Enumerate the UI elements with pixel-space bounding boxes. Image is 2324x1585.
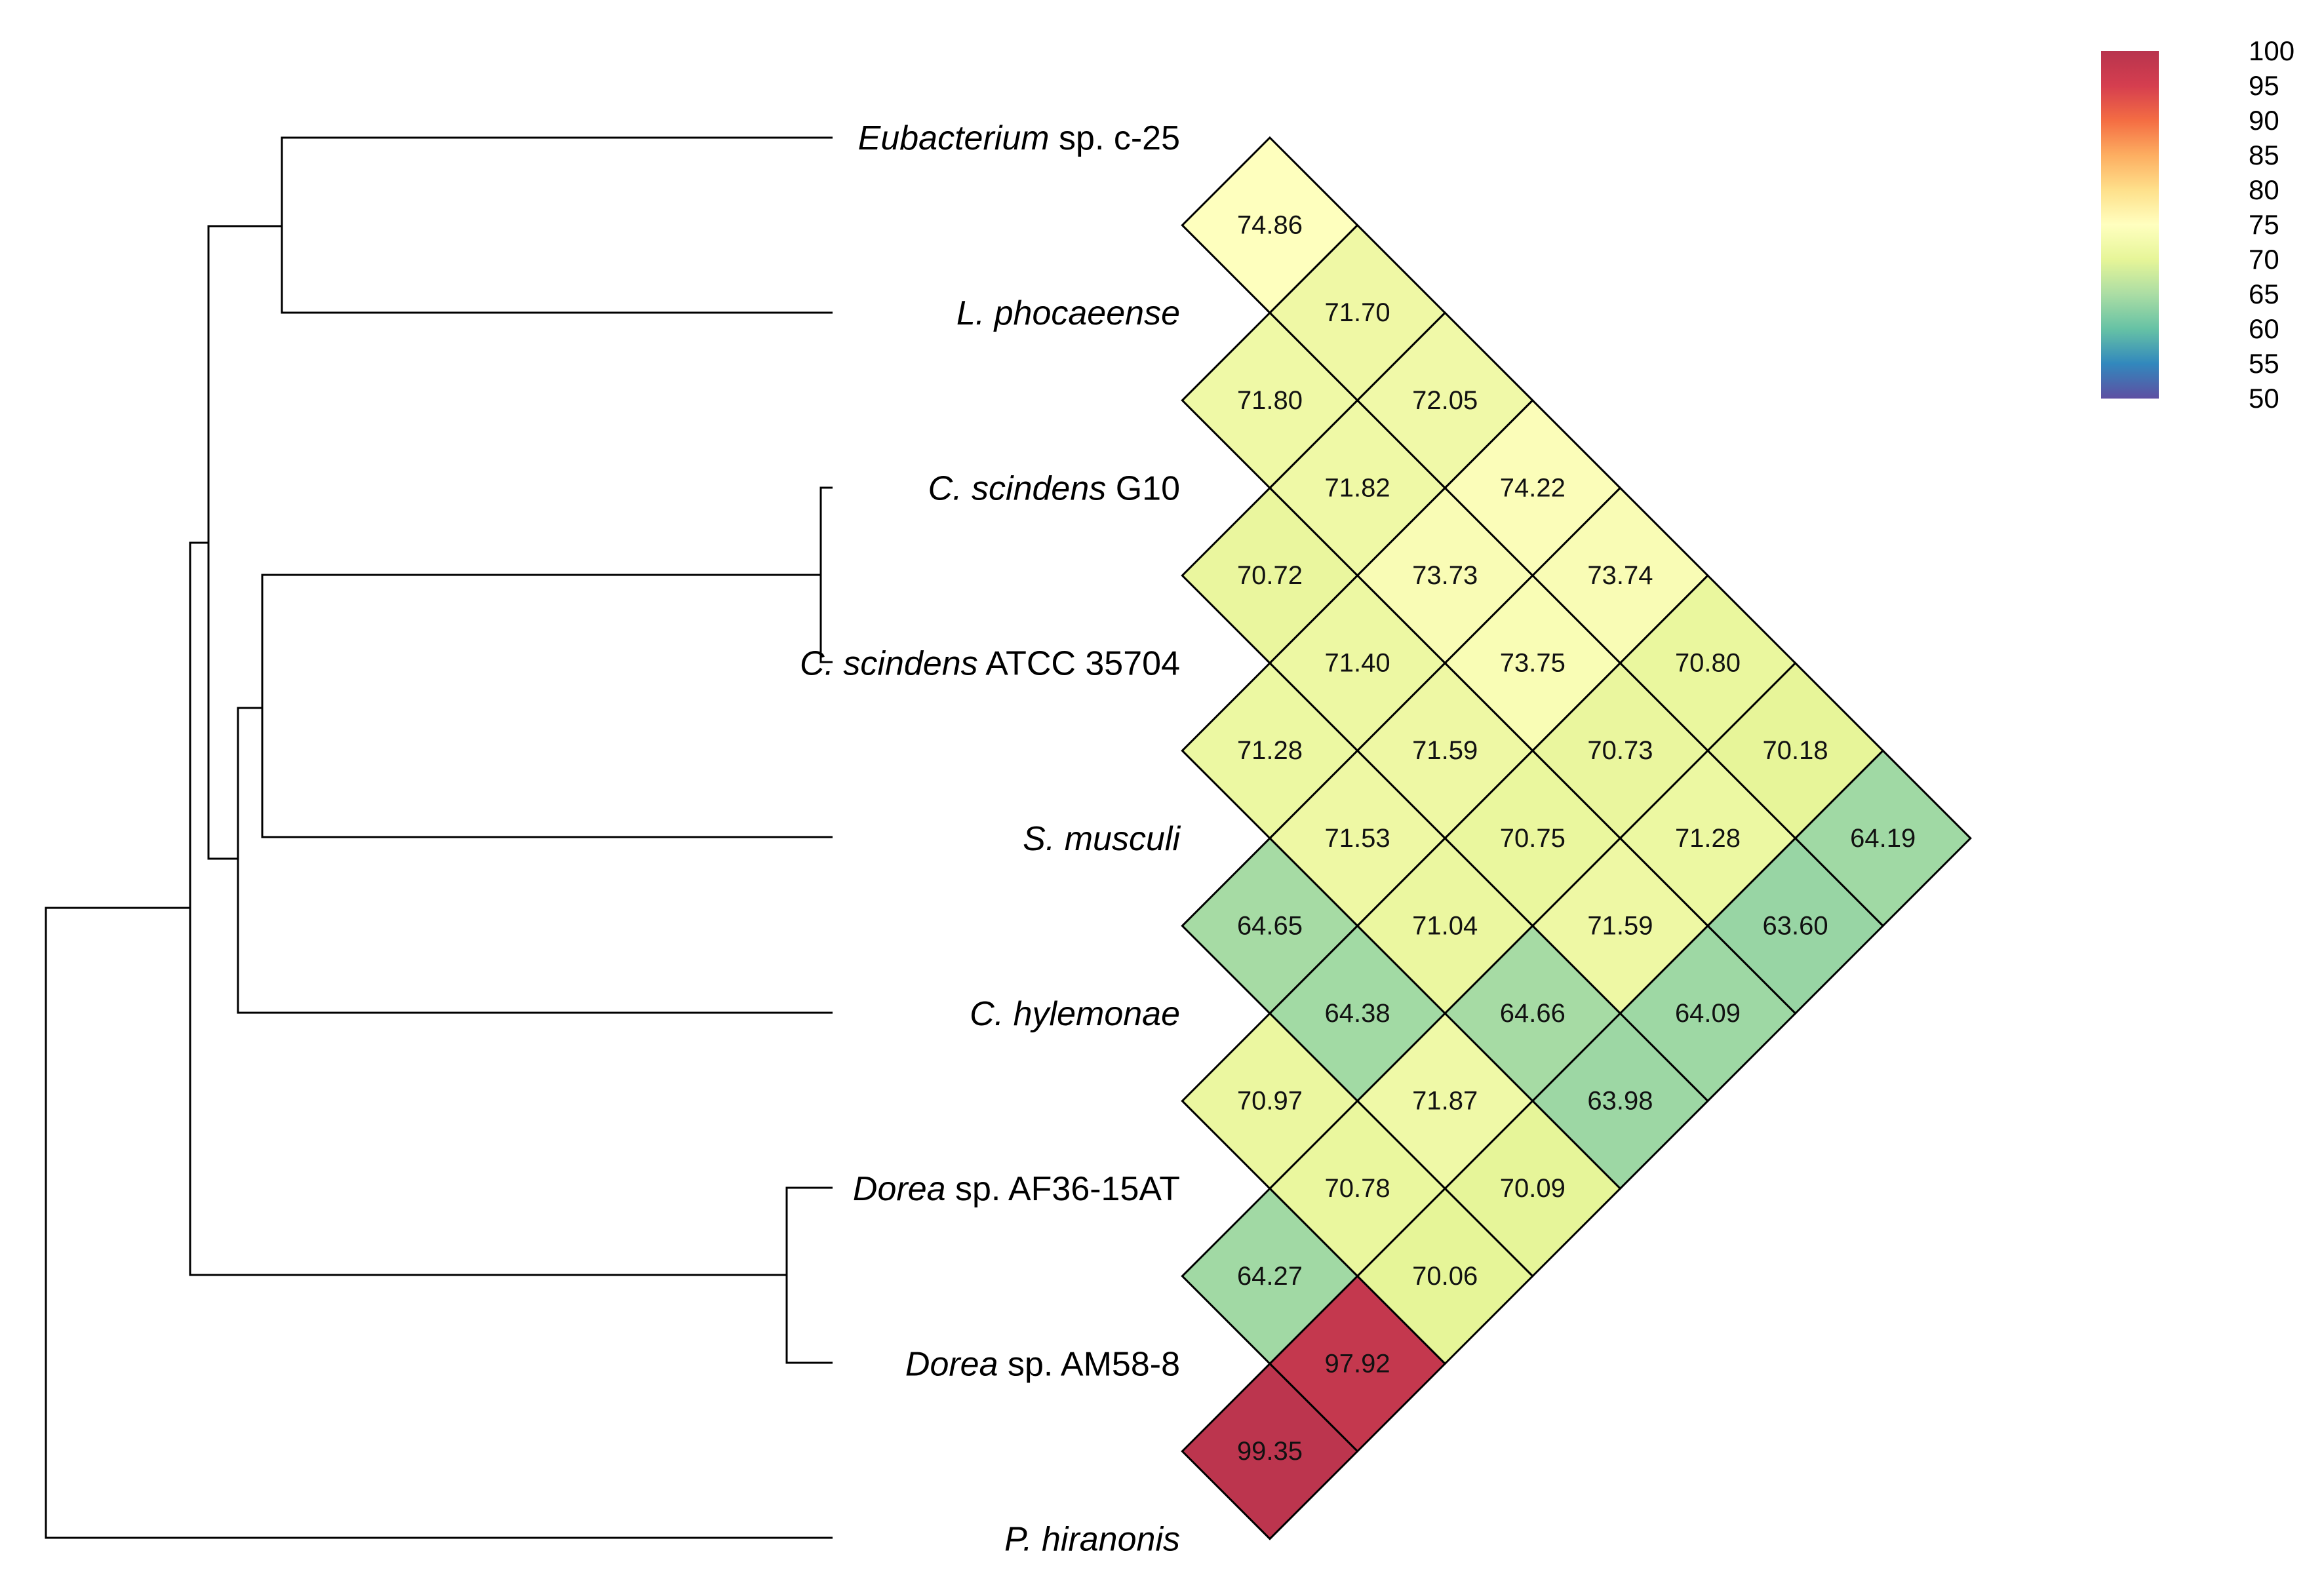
heatmap-cell-label: 70.75	[1500, 824, 1566, 853]
tree-branch-s-musculi	[261, 708, 833, 838]
taxon-label-7-part-1: Dorea	[853, 1170, 946, 1208]
heatmap-cells: 74.86 71.70 71.80 72.05 71.82 70.72 74.22 73.73…	[1181, 136, 1972, 1540]
heatmap-cell-label: 71.59	[1587, 911, 1653, 940]
heatmap-cell-shape	[1181, 1362, 1359, 1540]
tree-branch-dorea-af36	[785, 1186, 833, 1364]
heatmap-cell-label: 63.60	[1763, 911, 1828, 940]
heatmap-cell-label: 97.92	[1325, 1349, 1390, 1378]
taxon-label-1: Eubacterium sp. c-25	[858, 119, 1180, 157]
tree-branch-eubacterium	[281, 136, 833, 226]
taxon-label-4: C. scindens ATCC 35704	[800, 645, 1180, 683]
tree-branch-c-scindens-g10	[819, 486, 833, 662]
heatmap-cell-label: 71.28	[1237, 736, 1303, 765]
colorbar-tick-70: 70	[2249, 244, 2279, 275]
heatmap-cell-label: 73.75	[1500, 649, 1566, 678]
heatmap-cell-label: 71.59	[1412, 736, 1478, 765]
heatmap-cell-label: 71.04	[1412, 911, 1478, 940]
taxon-label-8: Dorea sp. AM58-8	[905, 1345, 1180, 1383]
heatmap-cell-label: 70.73	[1587, 736, 1653, 765]
heatmap-cell-label: 64.19	[1850, 824, 1916, 853]
tree-branch-dorea-clade	[189, 541, 787, 1276]
heatmap-cell-label: 70.78	[1325, 1174, 1390, 1203]
heatmap-cell-2-1: 74.86	[1181, 136, 1359, 315]
colorbar-tick-95: 95	[2249, 70, 2279, 101]
colorbar-tick-65: 65	[2249, 279, 2279, 309]
colorbar-tick-90: 90	[2249, 105, 2279, 136]
heatmap-cell-label: 64.66	[1500, 999, 1566, 1028]
heatmap-cell-label: 70.80	[1675, 649, 1741, 678]
heatmap-cell-label: 70.97	[1237, 1087, 1303, 1116]
taxon-label-5-part-1: S. musculi	[1023, 820, 1181, 858]
taxon-label-5: S. musculi	[1023, 820, 1181, 858]
tree-branch-c-scindens-atcc	[819, 575, 833, 663]
heatmap-cell-label: 73.74	[1587, 561, 1653, 590]
tree-branch-p-hiranonis	[45, 907, 833, 1539]
heatmap-cell-label: 71.70	[1325, 298, 1390, 327]
heatmap-cell-label: 64.38	[1325, 999, 1390, 1028]
heatmap-cell-label: 64.09	[1675, 999, 1741, 1028]
heatmap-cell-label: 72.05	[1412, 386, 1478, 415]
taxon-label-9: P. hiranonis	[1004, 1521, 1180, 1559]
heatmap-cell-label: 70.18	[1763, 736, 1828, 765]
heatmap-cell-label: 71.40	[1325, 649, 1390, 678]
taxon-label-7: Dorea sp. AF36-15AT	[853, 1170, 1180, 1208]
colorbar-tick-55: 55	[2249, 348, 2279, 379]
heatmap-cell-label: 71.80	[1237, 386, 1303, 415]
taxon-label-4-part-1: C. scindens	[800, 645, 978, 683]
heatmap-cell-label: 71.53	[1325, 824, 1390, 853]
taxon-label-3-part-1: C. scindens	[928, 469, 1107, 507]
colorbar-tick-75: 75	[2249, 209, 2279, 240]
heatmap-cell-label: 64.27	[1237, 1262, 1303, 1291]
heatmap-cell-label: 71.87	[1412, 1087, 1478, 1116]
heatmap-cell-label: 71.28	[1675, 824, 1741, 853]
taxon-label-6-part-1: C. hylemonae	[970, 995, 1180, 1033]
taxon-label-1-part-1: Eubacterium	[858, 119, 1050, 157]
taxon-labels: Eubacterium sp. c-25 L. phocaeense C. scin…	[800, 119, 1181, 1559]
colorbar-ticks: 100 95 90 85 80 75 70 65 60 55 50	[2249, 35, 2294, 414]
taxon-label-2-part-1: L. phocaeense	[956, 294, 1180, 332]
taxon-label-9-part-1: P. hiranonis	[1004, 1521, 1180, 1559]
heatmap-cell-label: 73.73	[1412, 561, 1478, 590]
heatmap-cell-label: 63.98	[1587, 1087, 1653, 1116]
taxon-label-2: L. phocaeense	[956, 294, 1180, 332]
taxon-label-4-part-2: ATCC 35704	[978, 645, 1180, 683]
heatmap-cell-label: 64.65	[1237, 911, 1303, 940]
tree-branch-joint-a	[207, 225, 282, 860]
heatmap-cell-label: 71.82	[1325, 473, 1390, 502]
heatmap-cell-label: 70.06	[1412, 1262, 1478, 1291]
colorbar-tick-80: 80	[2249, 174, 2279, 205]
heatmap-cell-label: 70.09	[1500, 1174, 1566, 1203]
dendrogram	[45, 136, 833, 1539]
taxon-label-8-part-2: sp. AM58-8	[998, 1345, 1180, 1383]
tree-branch-l-phocaeense	[281, 226, 833, 314]
taxon-label-3-part-2: G10	[1106, 469, 1180, 507]
tree-branch-c-scindens-clade	[261, 574, 821, 708]
taxon-label-8-part-1: Dorea	[905, 1345, 998, 1383]
heatmap-cell-label: 70.72	[1237, 561, 1303, 590]
taxon-label-6: C. hylemonae	[970, 995, 1180, 1033]
colorbar-tick-100: 100	[2249, 35, 2294, 66]
taxon-label-1-part-2: sp. c-25	[1050, 119, 1180, 157]
taxon-label-7-part-2: sp. AF36-15AT	[946, 1170, 1180, 1208]
heatmap-cell-label: 74.86	[1237, 211, 1303, 240]
taxon-label-3: C. scindens G10	[928, 469, 1180, 507]
colorbar-tick-60: 60	[2249, 313, 2279, 344]
colorbar-gradient	[2101, 51, 2159, 399]
heatmap-cell-9-8: 99.35	[1181, 1362, 1359, 1540]
tree-branch-c-hylemonae	[237, 707, 833, 1014]
colorbar-tick-85: 85	[2249, 140, 2279, 170]
heatmap-cell-label: 74.22	[1500, 473, 1566, 502]
colorbar-tick-50: 50	[2249, 383, 2279, 414]
heatmap-cell-label: 99.35	[1237, 1437, 1303, 1466]
colorbar: 100 95 90 85 80 75 70 65 60 55 50	[2101, 35, 2294, 414]
